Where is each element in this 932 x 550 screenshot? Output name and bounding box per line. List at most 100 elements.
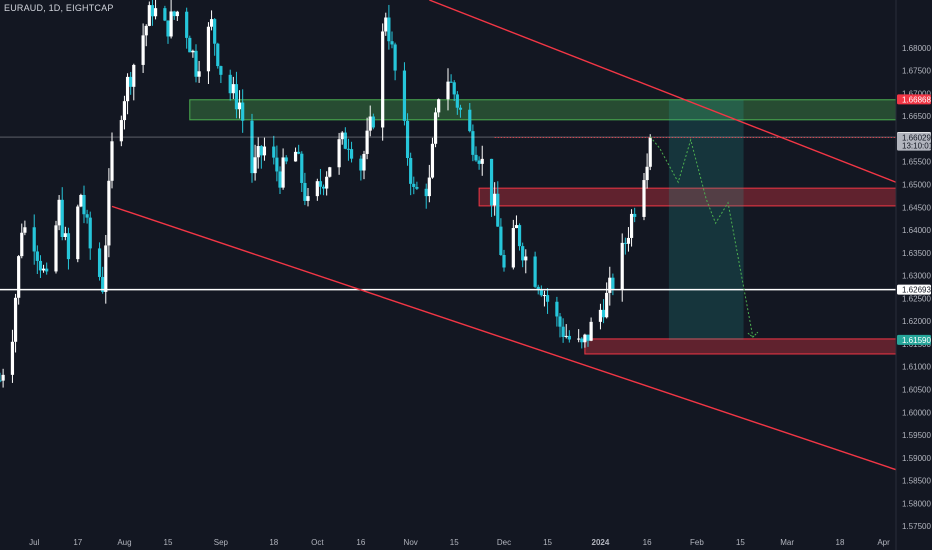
candle-body — [163, 8, 167, 21]
candle-body — [511, 228, 515, 268]
candle-body — [303, 182, 307, 201]
alert-price-tag-label: 1.66868 — [902, 95, 931, 104]
candle-body — [241, 102, 245, 121]
candle-body — [166, 20, 170, 37]
price-tick-label: 1.66500 — [902, 112, 931, 121]
candle-body — [393, 44, 397, 71]
time-tick-label: Oct — [311, 538, 324, 547]
price-tick-label: 1.60000 — [902, 408, 931, 417]
time-tick-label: 16 — [643, 538, 652, 547]
candle-body — [642, 180, 646, 217]
price-tick-label: 1.64500 — [902, 203, 931, 212]
candle-body — [194, 50, 198, 77]
candle-body — [384, 17, 388, 32]
candle-body — [415, 186, 419, 189]
price-tick-label: 1.61000 — [902, 363, 931, 372]
candle-body — [169, 11, 173, 37]
candle-body — [502, 254, 506, 268]
candle-body — [281, 157, 285, 188]
candle-body — [489, 158, 494, 206]
candle-body — [306, 196, 310, 201]
candle-body — [20, 232, 24, 257]
candle-body — [32, 227, 36, 252]
candle-body — [477, 160, 481, 164]
candle-body — [405, 120, 410, 159]
candle-body — [412, 183, 416, 187]
candle-body — [346, 148, 351, 150]
candle-body — [362, 153, 366, 171]
candle-body — [132, 64, 136, 87]
candle-body — [88, 217, 92, 249]
candle-body — [185, 11, 189, 38]
candles-layer — [0, 0, 652, 388]
candle-body — [259, 146, 263, 156]
candle-body — [524, 256, 528, 261]
candle-body — [38, 260, 43, 271]
time-tick-label: 18 — [836, 538, 845, 547]
candle-body — [561, 326, 565, 337]
candle-body — [580, 338, 584, 343]
candle-body — [359, 158, 363, 171]
candle-body — [437, 99, 441, 113]
candle-body — [648, 137, 652, 167]
candle-body — [60, 199, 64, 237]
candle-body — [300, 153, 304, 183]
time-tick-label: 15 — [543, 538, 552, 547]
current-price-tag-label: 1.66029 — [902, 134, 931, 143]
candle-body — [17, 256, 21, 298]
candle-body — [119, 120, 123, 142]
candle-body — [150, 5, 155, 17]
candle-body — [458, 107, 463, 110]
candle-body — [499, 226, 503, 255]
projection-arrowhead — [747, 331, 759, 338]
price-tick-label: 1.65000 — [902, 181, 931, 190]
price-tick-label: 1.62500 — [902, 294, 931, 303]
time-tick-label: Mar — [780, 538, 794, 547]
candle-body — [402, 70, 407, 121]
candle-body — [13, 297, 18, 342]
candle-body — [107, 180, 111, 246]
support-price-tag-label: 1.62693 — [902, 286, 931, 295]
price-axis-bg — [896, 0, 932, 550]
candle-body — [608, 277, 612, 293]
candle-body — [10, 341, 15, 375]
candle-body — [430, 143, 435, 178]
price-tick-label: 1.65500 — [902, 158, 931, 167]
time-tick-label: Nov — [404, 538, 418, 547]
candle-body — [321, 186, 326, 189]
candle-body — [110, 141, 114, 181]
candle-body — [256, 146, 260, 158]
time-tick-label: Sep — [214, 538, 229, 547]
time-tick-label: 15 — [450, 538, 459, 547]
candle-body — [611, 277, 615, 290]
candle-body — [23, 227, 27, 233]
time-tick-label: 18 — [269, 538, 278, 547]
candle-body — [315, 181, 319, 197]
price-tick-label: 1.58500 — [902, 477, 931, 486]
candle-body — [104, 245, 108, 292]
candle-body — [213, 19, 217, 44]
candle-body — [455, 94, 459, 108]
candle-body — [293, 151, 298, 162]
price-tick-label: 1.58000 — [902, 499, 931, 508]
time-tick-label: Dec — [497, 538, 511, 547]
candle-body — [219, 66, 223, 75]
candle-body — [446, 81, 450, 100]
candle-body — [629, 213, 634, 238]
lines-layer — [0, 0, 897, 471]
candle-body — [390, 41, 394, 45]
candle-body — [0, 380, 2, 382]
candle-body — [144, 25, 148, 36]
candle-body — [253, 157, 257, 174]
candle-body — [536, 286, 540, 290]
candle-body — [297, 151, 301, 154]
candle-body — [206, 26, 211, 72]
candle-body — [197, 71, 201, 77]
candle-body — [626, 237, 631, 244]
candle-body — [471, 131, 475, 155]
time-axis-bg — [0, 533, 932, 550]
price-tick-label: 1.59000 — [902, 454, 931, 463]
